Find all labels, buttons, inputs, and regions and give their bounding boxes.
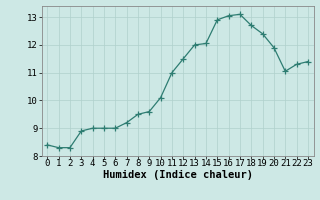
X-axis label: Humidex (Indice chaleur): Humidex (Indice chaleur) [103,170,252,180]
